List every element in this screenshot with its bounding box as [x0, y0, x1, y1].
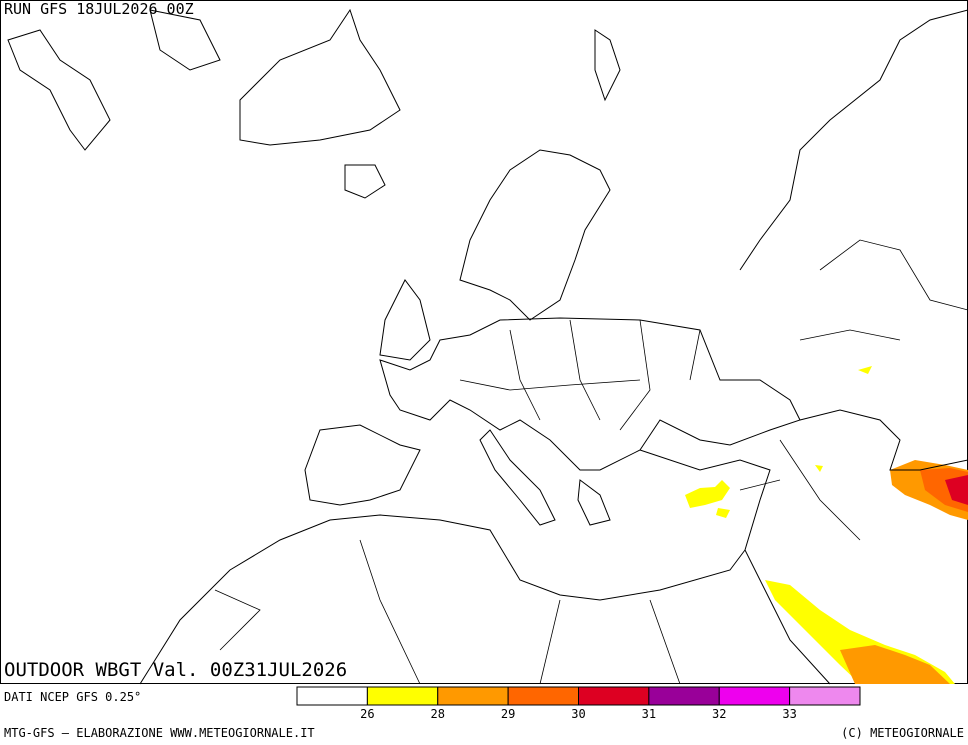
map-frame [0, 0, 968, 684]
legend-box [437, 686, 509, 706]
legend-box [296, 686, 368, 706]
legend-box [648, 686, 720, 706]
legend-tick-label: 28 [431, 707, 445, 721]
legend-box [507, 686, 579, 706]
data-source: DATI NCEP GFS 0.25° [4, 690, 141, 704]
borders [214, 239, 968, 685]
legend-tick-label: 30 [571, 707, 585, 721]
legend-box [718, 686, 791, 706]
legend-tick-label: 33 [782, 707, 796, 721]
legend-tick-label: 31 [642, 707, 656, 721]
footer-right: (C) METEOGIORNALE [841, 726, 964, 740]
coastlines [7, 8, 968, 685]
legend-tick-label: 29 [501, 707, 515, 721]
wbgt-areas [685, 366, 968, 684]
run-label: RUN GFS 18JUL2026 00Z [4, 0, 194, 18]
legend-box [366, 686, 439, 706]
map-title: OUTDOOR WBGT Val. 00Z31JUL2026 [4, 659, 347, 681]
legend-box [789, 686, 861, 706]
legend-tick-label: 26 [360, 707, 374, 721]
footer-left: MTG-GFS — ELABORAZIONE WWW.METEOGIORNALE… [4, 726, 315, 740]
legend-tick-label: 32 [712, 707, 726, 721]
legend-box [578, 686, 650, 706]
color-legend: 26 28 29 30 31 32 33 [296, 686, 861, 721]
